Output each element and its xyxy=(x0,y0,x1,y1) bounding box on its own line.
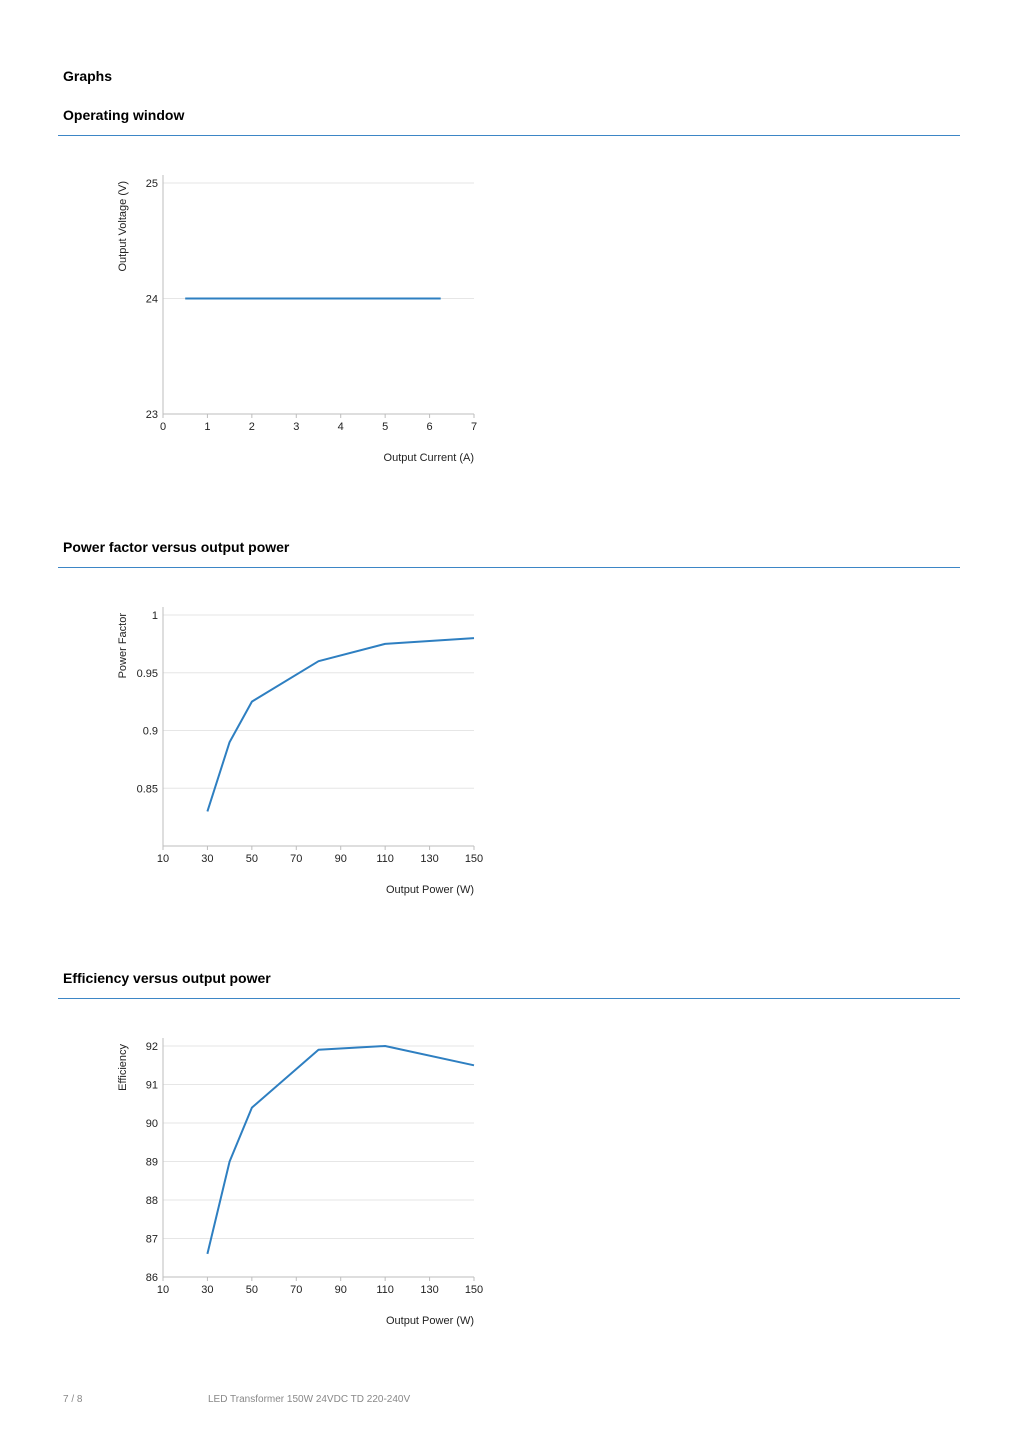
y-tick-label: 87 xyxy=(146,1234,158,1246)
x-axis-label: Output Power (W) xyxy=(386,1315,474,1327)
y-tick-label: 0.85 xyxy=(137,783,158,795)
x-tick-label: 50 xyxy=(246,853,258,865)
x-tick-label: 50 xyxy=(246,1284,258,1296)
section-title-efficiency: Efficiency versus output power xyxy=(63,970,271,986)
y-tick-label: 0.9 xyxy=(143,726,158,738)
x-tick-label: 130 xyxy=(420,853,438,865)
series-line xyxy=(206,637,475,812)
x-tick-label: 0 xyxy=(160,421,166,433)
x-tick-label: 4 xyxy=(338,421,344,433)
section-title-operating-window: Operating window xyxy=(63,107,185,123)
x-tick-label: 150 xyxy=(465,1284,483,1296)
y-tick-label: 86 xyxy=(146,1272,158,1284)
x-tick-label: 10 xyxy=(157,1284,169,1296)
x-tick-label: 5 xyxy=(382,421,388,433)
x-tick-label: 130 xyxy=(420,1284,438,1296)
x-tick-label: 90 xyxy=(335,853,347,865)
footer-page-number: 7 / 8 xyxy=(63,1394,83,1405)
section-divider xyxy=(58,135,960,136)
x-tick-label: 70 xyxy=(290,853,302,865)
page-heading: Graphs xyxy=(63,68,113,84)
y-axis-label: Power Factor xyxy=(117,613,129,679)
efficiency-chart: 86 87 88 89 90 91 92 10 30 50 70 90 110 130 150 Output … xyxy=(117,1038,483,1327)
y-tick-label: 0.95 xyxy=(137,668,158,680)
x-tick-label: 2 xyxy=(249,421,255,433)
x-tick-label: 3 xyxy=(293,421,299,433)
x-axis-label: Output Power (W) xyxy=(386,884,474,896)
y-tick-label: 89 xyxy=(146,1157,158,1169)
x-tick-label: 150 xyxy=(465,853,483,865)
y-tick-label: 24 xyxy=(146,294,158,306)
series-line xyxy=(206,1045,475,1255)
section-divider xyxy=(58,998,960,999)
footer-product-name: LED Transformer 150W 24VDC TD 220-240V xyxy=(208,1394,411,1405)
x-tick-label: 6 xyxy=(427,421,433,433)
x-tick-label: 10 xyxy=(157,853,169,865)
x-tick-label: 7 xyxy=(471,421,477,433)
x-tick-label: 70 xyxy=(290,1284,302,1296)
y-tick-label: 91 xyxy=(146,1080,158,1092)
y-tick-label: 88 xyxy=(146,1195,158,1207)
x-tick-label: 90 xyxy=(335,1284,347,1296)
x-tick-label: 1 xyxy=(204,421,210,433)
y-tick-label: 1 xyxy=(152,610,158,622)
section-divider xyxy=(58,567,960,568)
x-tick-label: 30 xyxy=(201,1284,213,1296)
section-title-power-factor: Power factor versus output power xyxy=(63,539,290,555)
y-tick-label: 25 xyxy=(146,178,158,190)
x-axis-label: Output Current (A) xyxy=(384,452,474,464)
x-tick-label: 110 xyxy=(376,1284,394,1296)
y-tick-label: 23 xyxy=(146,409,158,421)
x-tick-label: 110 xyxy=(376,853,394,865)
y-tick-label: 92 xyxy=(146,1041,158,1053)
y-axis-label: Efficiency xyxy=(117,1044,129,1091)
y-axis-label: Output Voltage (V) xyxy=(117,181,129,272)
y-tick-label: 90 xyxy=(146,1118,158,1130)
x-tick-label: 30 xyxy=(201,853,213,865)
